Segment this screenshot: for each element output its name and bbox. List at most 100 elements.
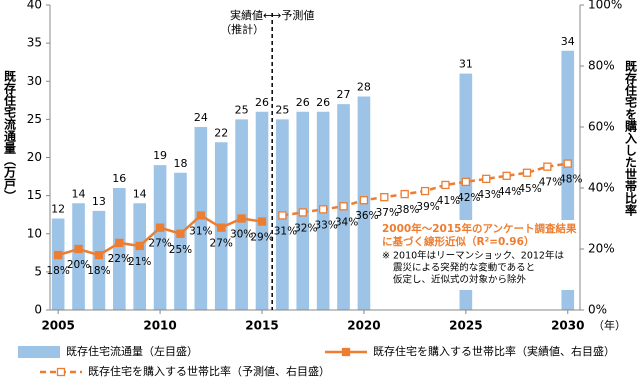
x-tick-label: 2005	[41, 319, 74, 333]
marker	[135, 241, 144, 251]
line-label: 45%	[518, 183, 541, 195]
bar-label: 14	[133, 187, 147, 200]
y2-tick-label: 100%	[588, 0, 622, 12]
line-label: 41%	[437, 195, 460, 207]
fit-note: に基づく線形近似（R²=0.96）	[382, 235, 534, 248]
marker	[217, 223, 226, 232]
bar-label: 18	[173, 157, 187, 170]
bar-label: 16	[112, 172, 126, 185]
legend-label: 既存住宅を購入する世帯比率（予測値、右目盛）	[88, 364, 330, 378]
line-label: 32%	[294, 222, 317, 234]
bar	[255, 111, 269, 310]
y-tick-label: 5	[34, 264, 42, 278]
y-axis-label: 既存住宅流通量（万戸）	[3, 70, 17, 202]
marker	[298, 208, 307, 217]
bar	[51, 218, 65, 310]
bar	[174, 172, 187, 310]
marker	[502, 171, 511, 180]
bar-label: 19	[153, 149, 167, 162]
bar	[72, 203, 85, 310]
line-label: 37%	[376, 207, 399, 219]
bar-label: 22	[214, 126, 228, 139]
annotation-box	[378, 220, 576, 290]
line-label: 18%	[87, 265, 110, 277]
y-tick-label: 0	[34, 303, 42, 317]
marker	[176, 229, 185, 238]
bar-label: 26	[255, 96, 269, 109]
y-tick-label: 25	[27, 112, 42, 126]
y2-tick-label: 60%	[588, 120, 615, 134]
line-label: 39%	[416, 201, 439, 213]
line-label: 43%	[478, 189, 501, 201]
line-label: 25%	[169, 244, 192, 256]
y-tick-label: 15	[27, 188, 42, 202]
y-tick-label: 20	[27, 150, 42, 164]
bar-label: 28	[357, 81, 371, 94]
line-label: 31%	[189, 225, 212, 237]
line-label: 33%	[314, 219, 337, 231]
line-label: 29%	[250, 232, 273, 244]
line-label: 31%	[274, 225, 297, 237]
marker	[420, 186, 430, 196]
line-label: 22%	[108, 253, 131, 265]
bar-label: 25	[235, 103, 249, 116]
x-unit: （年）	[593, 318, 626, 332]
line-label: 36%	[355, 210, 378, 222]
divider-label: 実績値←→予測値	[230, 8, 314, 22]
marker	[359, 196, 369, 205]
line-label: 18%	[46, 265, 69, 277]
divider-sublabel: （推計）	[220, 22, 264, 36]
marker	[196, 211, 205, 220]
bar-label: 13	[92, 195, 106, 208]
y2-axis-label: 既存住宅を購入した世帯比率	[624, 60, 638, 217]
marker	[74, 244, 83, 254]
x-tick-label: 2030	[551, 319, 584, 333]
marker	[400, 189, 409, 199]
legend-marker	[341, 347, 351, 357]
y-tick-label: 35	[27, 36, 42, 50]
marker	[482, 174, 491, 184]
y2-tick-label: 20%	[588, 242, 615, 256]
bar	[153, 165, 167, 310]
line-label: 42%	[457, 192, 480, 204]
line-label: 47%	[539, 177, 562, 189]
marker	[441, 180, 450, 190]
x-tick-label: 2025	[449, 319, 482, 333]
x-tick-label: 2015	[245, 319, 278, 333]
y2-tick-label: 80%	[588, 59, 615, 73]
line-label: 27%	[210, 238, 233, 250]
bar-label: 27	[337, 88, 351, 101]
marker	[94, 250, 104, 260]
y2-tick-label: 40%	[588, 181, 615, 195]
line-label: 27%	[148, 238, 171, 250]
y2-tick-label: 0%	[588, 303, 607, 317]
bar-label: 24	[194, 111, 208, 124]
footnote: 仮定し、近似式の対象から除外	[393, 274, 527, 286]
legend-label: 既存住宅流通量（左目盛）	[66, 344, 198, 358]
legend-marker	[56, 367, 66, 377]
y-tick-label: 10	[27, 226, 42, 240]
line-label: 20%	[67, 259, 90, 271]
bar	[92, 210, 106, 310]
marker	[543, 162, 552, 171]
bar-label: 14	[72, 187, 86, 200]
marker	[563, 159, 572, 168]
bar-label: 12	[51, 203, 65, 216]
line-label: 34%	[335, 216, 358, 228]
marker	[237, 214, 246, 223]
fit-note: 2000年～2015年のアンケート調査結果	[382, 222, 577, 235]
marker	[54, 250, 63, 260]
marker	[461, 177, 470, 187]
bar-label: 26	[296, 96, 310, 109]
marker	[155, 223, 165, 232]
bar	[112, 188, 126, 310]
y-tick-label: 40	[27, 0, 42, 12]
line-label: 30%	[230, 229, 253, 241]
line-label: 38%	[396, 204, 419, 216]
bar-label: 31	[459, 58, 473, 71]
footnote: 震災による突発的な変動であると	[393, 262, 535, 274]
line-label: 48%	[559, 174, 582, 186]
x-tick-label: 2020	[347, 319, 380, 333]
x-tick-label: 2010	[143, 319, 176, 333]
